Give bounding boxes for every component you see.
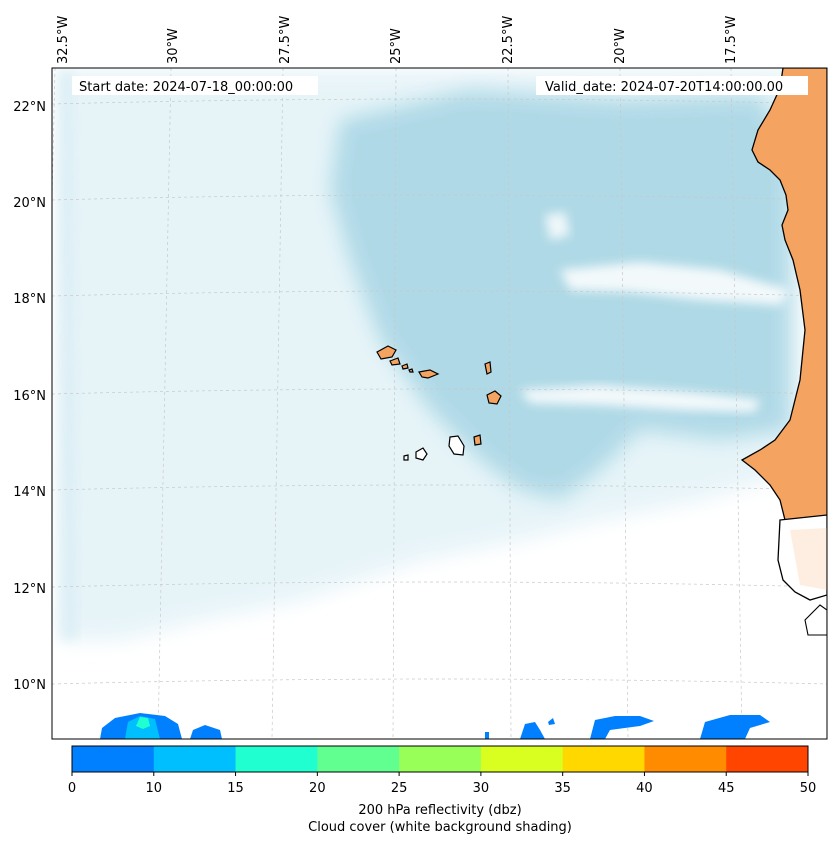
start-date-text: Start date: 2024-07-18_00:00:00	[79, 80, 293, 95]
lat-label: 14°N	[13, 485, 46, 500]
colorbar-sublabel: Cloud cover (white background shading)	[308, 820, 572, 835]
colorbar-tick-label: 20	[309, 781, 326, 796]
colorbar-segment	[399, 746, 482, 772]
colorbar-tick-label: 25	[391, 781, 408, 796]
colorbar-tick-label: 45	[718, 781, 735, 796]
colorbar-label: 200 hPa reflectivity (dbz)	[358, 803, 521, 818]
graticule	[52, 68, 827, 739]
reflectivity-patches	[100, 713, 770, 739]
valid-date-text: Valid_date: 2024-07-20T14:00:00.00	[545, 80, 783, 95]
cape-verde-islands	[376, 345, 502, 461]
colorbar-tick-label: 0	[68, 781, 76, 796]
lat-label: 10°N	[13, 678, 46, 693]
colorbar-tick-label: 40	[636, 781, 653, 796]
colorbar-segment	[72, 746, 155, 772]
colorbar-tick-label: 10	[146, 781, 163, 796]
lat-label: 12°N	[13, 582, 46, 597]
lon-label: 20°W	[613, 28, 628, 64]
colorbar-segment	[726, 746, 809, 772]
lat-label: 20°N	[13, 196, 46, 211]
colorbar-tick-label: 30	[473, 781, 490, 796]
africa-coast-land	[740, 68, 827, 636]
colorbar: 0 10 15 20 25 30 35 40 45 50 200 hPa reflectivity…	[68, 745, 816, 835]
colorbar-segment	[317, 746, 400, 772]
map-frame	[51, 67, 828, 740]
lon-label: 22.5°W	[501, 16, 516, 64]
colorbar-segment	[235, 746, 318, 772]
lon-label: 27.5°W	[278, 16, 293, 64]
lat-label: 18°N	[13, 292, 46, 307]
lat-label: 16°N	[13, 389, 46, 404]
lon-label: 17.5°W	[724, 16, 739, 64]
lon-label: 30°W	[166, 28, 181, 64]
colorbar-segment	[153, 746, 237, 772]
latitude-labels: 22°N 20°N 18°N 16°N 14°N 12°N 10°N	[13, 100, 46, 693]
lon-label: 32.5°W	[56, 16, 71, 64]
longitude-labels: 32.5°W 30°W 27.5°W 25°W 22.5°W 20°W 17.5…	[56, 16, 739, 64]
start-date-box	[72, 76, 318, 95]
colorbar-frame	[71, 745, 809, 773]
colorbar-tick-label: 50	[800, 781, 817, 796]
colorbar-segment	[644, 746, 727, 772]
colorbar-ticks: 0 10 15 20 25 30 35 40 45 50	[68, 772, 816, 796]
colorbar-segments	[72, 746, 809, 772]
lat-label: 22°N	[13, 100, 46, 115]
colorbar-segment	[480, 746, 564, 772]
colorbar-segment	[562, 746, 645, 772]
colorbar-tick-label: 15	[227, 781, 244, 796]
lon-label: 25°W	[389, 28, 404, 64]
colorbar-tick-label: 35	[554, 781, 571, 796]
valid-date-box	[536, 76, 808, 95]
cloud-cover-shading	[58, 70, 800, 640]
